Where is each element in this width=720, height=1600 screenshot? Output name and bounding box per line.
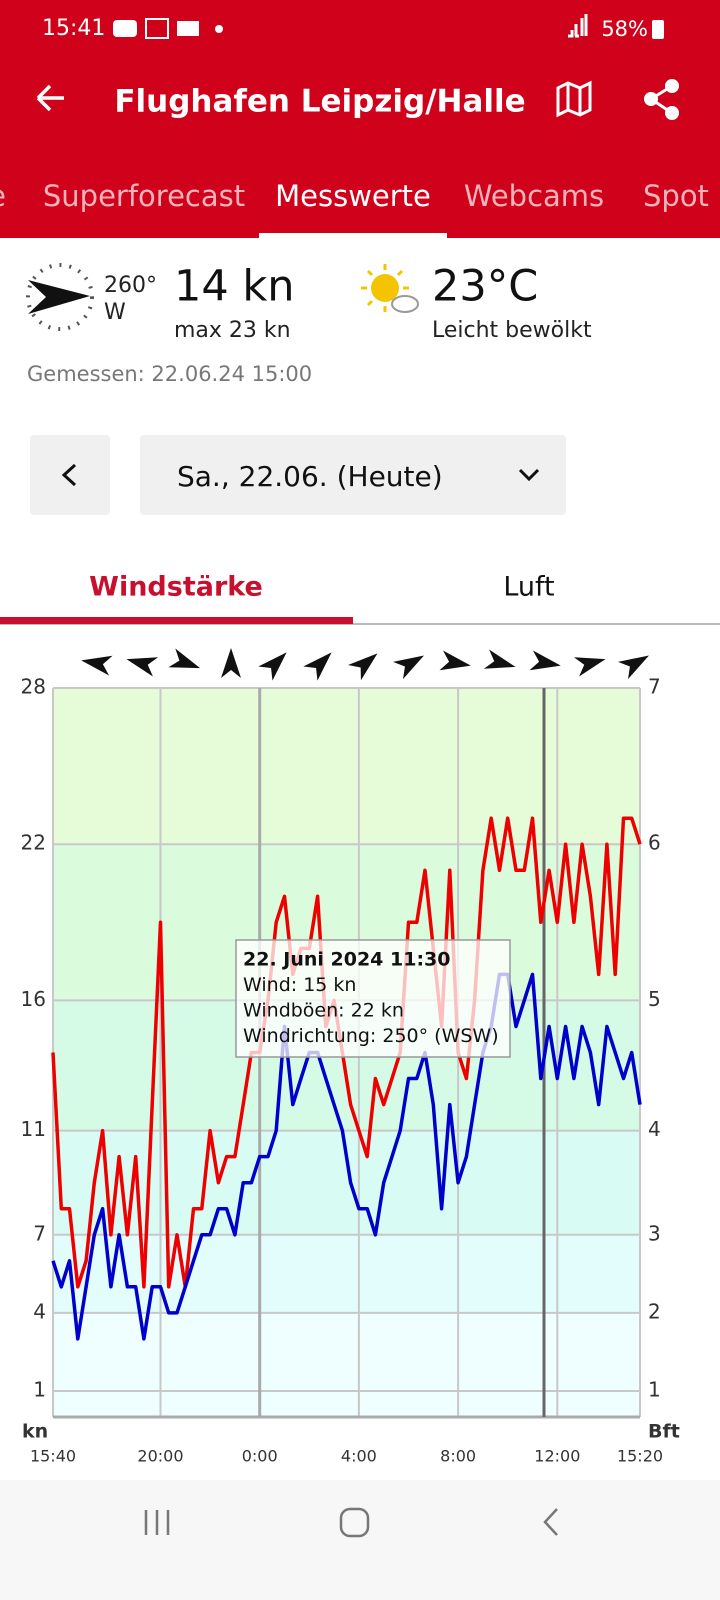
divider <box>0 623 720 625</box>
y2-tick-label: 5 <box>648 987 661 1011</box>
tooltip-line: 22. Juni 2024 11:30 <box>243 949 451 971</box>
signal-icon <box>568 14 588 38</box>
zone <box>53 688 640 845</box>
direction-arrow <box>618 655 649 680</box>
nav-home[interactable] <box>339 1507 370 1538</box>
y2-tick-label: 2 <box>648 1299 661 1323</box>
direction-arrow <box>126 657 159 677</box>
measured-time: Gemessen: 22.06.24 15:00 <box>27 362 312 386</box>
plot: 1 4 7 11 16 22 28 1 2 3 4 5 6 7 15:40 20:00 0:00 4:00 8:00… <box>21 648 663 1466</box>
header-title: Flughafen Leipzig/Halle <box>114 84 525 120</box>
y2-tick-label: 4 <box>648 1117 661 1141</box>
status-icon <box>145 18 169 39</box>
status-icon <box>177 21 199 36</box>
tab-active[interactable]: Messwerte <box>275 179 431 213</box>
direction-name: W <box>104 300 126 325</box>
x-tick-label: 8:00 <box>440 1447 476 1466</box>
series-line <box>51 972 642 1341</box>
status-icon <box>215 25 223 33</box>
x-tick-label: 15:20 <box>617 1447 663 1466</box>
y-tick-label: 7 <box>33 1221 46 1245</box>
y-tick-label: 28 <box>21 675 46 699</box>
direction-arrow <box>168 648 201 669</box>
y2-axis-label: Bft <box>648 1421 680 1443</box>
nav-recents[interactable] <box>144 1510 170 1535</box>
wind-gust: max 23 kn <box>174 318 291 343</box>
share-button[interactable] <box>644 79 679 120</box>
direction-arrow <box>348 653 378 681</box>
series-line <box>51 816 642 1289</box>
status-icon <box>113 20 137 37</box>
y2-tick-label: 3 <box>648 1221 661 1245</box>
y-tick-label: 22 <box>21 831 46 855</box>
y-tick-label: 1 <box>33 1377 46 1401</box>
tab[interactable]: e <box>0 179 6 213</box>
map-button[interactable] <box>556 80 592 118</box>
chart-tab-indicator <box>0 617 353 624</box>
nav-back[interactable] <box>543 1508 558 1536</box>
tab[interactable]: Superforecast <box>43 179 245 213</box>
y-tick-label: 16 <box>21 987 46 1011</box>
tab-indicator <box>259 233 447 238</box>
direction-arrow <box>258 652 287 681</box>
y2-tick-label: 7 <box>648 675 661 699</box>
tab[interactable]: Spot <box>643 179 709 213</box>
direction-arrow <box>81 655 113 676</box>
direction-arrow <box>439 650 471 671</box>
chevron <box>518 468 540 482</box>
zone <box>53 1312 640 1391</box>
nav-bar <box>0 1480 720 1600</box>
y2-tick-label: 6 <box>648 831 661 855</box>
status-time: 15:41 <box>42 16 105 41</box>
date-dropdown[interactable] <box>140 435 566 515</box>
direction-arrow <box>483 649 516 669</box>
direction-degrees: 260° <box>104 273 157 298</box>
y-tick-label: 11 <box>21 1117 46 1141</box>
tooltip-line: Windrichtung: 250° (WSW) <box>243 1025 499 1047</box>
date-label: Sa., 22.06. (Heute) <box>177 460 443 493</box>
battery-icon <box>652 20 664 39</box>
wind-speed: 14 kn <box>174 262 295 312</box>
direction-arrow <box>221 648 241 678</box>
x-tick-label: 12:00 <box>534 1447 580 1466</box>
direction-arrow <box>393 655 424 680</box>
direction-arrow <box>28 280 90 314</box>
x-tick-label: 4:00 <box>341 1447 377 1466</box>
y-axis-label: kn <box>22 1421 48 1443</box>
tab[interactable]: Webcams <box>464 179 604 213</box>
chevron <box>61 463 77 487</box>
chart-tab-active[interactable]: Windstärke <box>89 572 263 603</box>
x-tick-label: 15:40 <box>30 1447 76 1466</box>
zone <box>53 1390 640 1417</box>
x-tick-label: 20:00 <box>137 1447 183 1466</box>
tooltip-line: Wind: 15 kn <box>243 974 356 996</box>
direction-arrow <box>529 650 561 671</box>
tooltip <box>235 939 511 1058</box>
sky-condition: Leicht bewölkt <box>432 318 592 343</box>
direction-arrow <box>573 657 606 677</box>
y2-tick-label: 1 <box>648 1377 661 1401</box>
temperature: 23°C <box>432 262 538 312</box>
back-button[interactable] <box>36 84 64 112</box>
app-bar <box>0 0 720 238</box>
direction-arrow <box>303 652 332 681</box>
battery-level: 58% <box>601 17 648 41</box>
compass <box>26 263 94 331</box>
tooltip-line: Windböen: 22 kn <box>243 1000 404 1022</box>
weather-icon <box>361 264 419 313</box>
chart-tab[interactable]: Luft <box>503 572 554 603</box>
y-tick-label: 4 <box>33 1299 46 1323</box>
x-tick-label: 0:00 <box>242 1447 278 1466</box>
prev-day-button[interactable] <box>30 435 110 515</box>
